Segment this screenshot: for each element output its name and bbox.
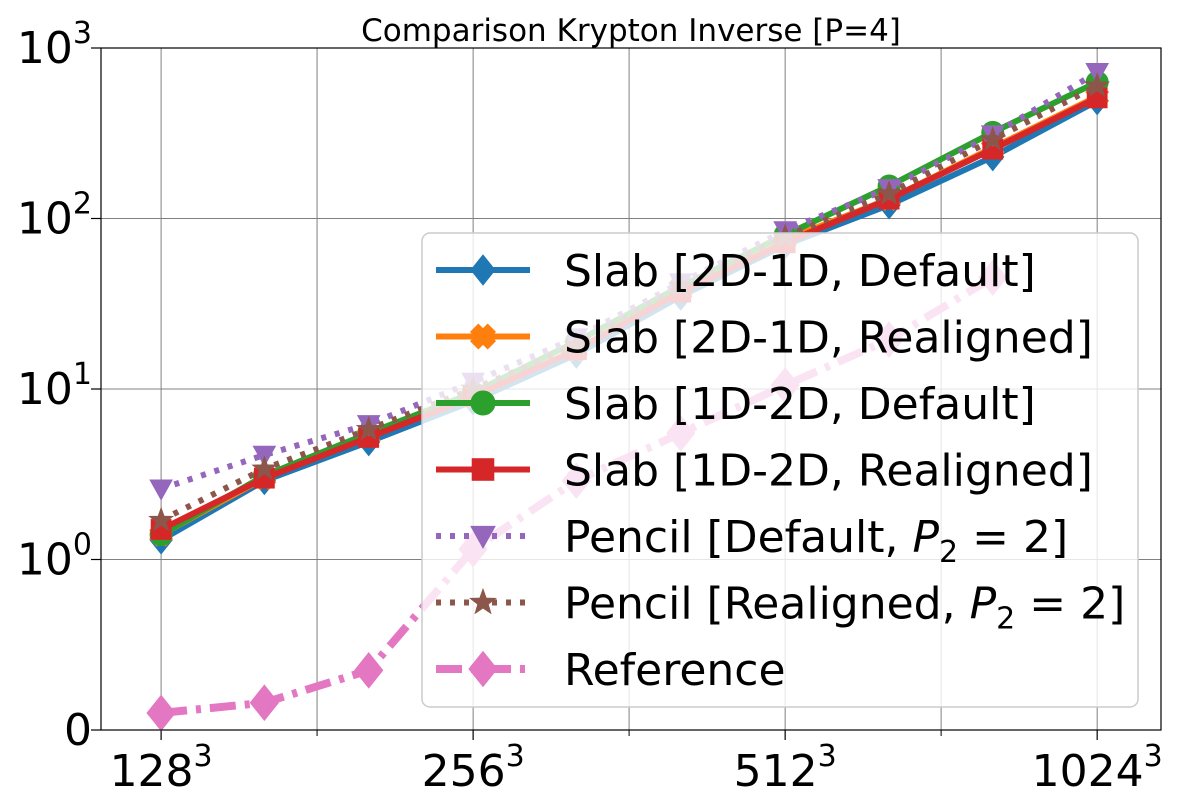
y-tick-label-base: 0 [64, 705, 92, 756]
y-tick-label: 0 [64, 705, 92, 756]
data-point [1084, 72, 1111, 97]
legend-marker [470, 254, 496, 286]
y-tick-label: 100 [17, 528, 92, 586]
legend-label-subscript: 2 [996, 602, 1015, 637]
y-tick-label-exponent: 0 [73, 528, 92, 563]
legend-marker [470, 525, 496, 550]
y-tick-label-exponent: 1 [73, 357, 92, 392]
x-tick-label-exponent: 3 [194, 739, 213, 774]
legend-label: Pencil [Realigned, P2 = 2] [564, 579, 1125, 637]
data-point [355, 415, 382, 441]
legend-item: Slab [1D-2D, Realigned] [436, 446, 1093, 497]
legend-label-tail: = 2] [1015, 579, 1125, 630]
x-axis-ticks: 1283 2563 5123 10243 [110, 730, 1163, 797]
x-tick-label-base: 512 [734, 746, 818, 797]
x-tick-label-base: 128 [110, 746, 194, 797]
x-tick-label-base: 256 [422, 746, 506, 797]
legend-item: Slab [2D-1D, Realigned] [436, 313, 1093, 364]
y-tick-label: 103 [17, 16, 92, 74]
legend-label-text: Pencil [Default, [564, 512, 912, 563]
legend-marker [469, 323, 497, 350]
y-tick-label-exponent: 2 [73, 187, 92, 222]
legend-item: Pencil [Default, P2 = 2] [436, 512, 1068, 570]
x-tick-label: 1283 [110, 739, 213, 797]
data-point [149, 479, 173, 501]
legend-marker [469, 587, 497, 615]
legend-item: Slab [1D-2D, Default] [436, 379, 1036, 430]
y-tick-label-exponent: 3 [73, 16, 92, 51]
legend-label: Reference [564, 645, 786, 696]
data-point [979, 126, 1006, 151]
data-point [876, 180, 903, 205]
legend-marker [470, 390, 496, 416]
legend-label-text: Pencil [Realigned, [564, 579, 970, 630]
x-tick-label-base: 1024 [1032, 746, 1144, 797]
legend-box [421, 232, 1139, 708]
y-tick-label-base: 10 [17, 364, 73, 415]
data-point [146, 694, 176, 732]
legend-label: Slab [2D-1D, Default] [564, 246, 1036, 297]
axes-frame [100, 47, 1162, 731]
legend-item: Pencil [Realigned, P2 = 2] [436, 579, 1125, 637]
x-tick-label-exponent: 3 [1144, 739, 1163, 774]
legend-marker [471, 458, 495, 481]
legend-label: Slab [1D-2D, Realigned] [564, 446, 1093, 497]
y-tick-label: 101 [17, 357, 92, 415]
legend-label: Pencil [Default, P2 = 2] [564, 512, 1068, 570]
series-5 [148, 72, 1111, 532]
legend-label-variable: P [912, 512, 939, 563]
x-tick-label: 5123 [734, 739, 837, 797]
legend-item: Reference [436, 645, 786, 696]
x-tick-label-exponent: 3 [506, 739, 525, 774]
data-point [354, 652, 384, 689]
legend-label: Slab [1D-2D, Default] [564, 379, 1036, 430]
legend-label: Slab [2D-1D, Realigned] [564, 313, 1093, 364]
legend-marker [468, 650, 498, 688]
y-tick-label: 102 [17, 187, 92, 245]
y-tick-label-base: 10 [17, 194, 73, 245]
y-tick-label-base: 10 [17, 23, 73, 74]
data-point [251, 455, 278, 480]
data-point [148, 506, 175, 532]
x-tick-label-exponent: 3 [818, 739, 837, 774]
legend: Slab [2D-1D, Default] Slab [2D-1D, Realig… [421, 232, 1139, 708]
data-point [249, 684, 280, 722]
legend-label-subscript: 2 [939, 535, 958, 570]
y-tick-label-base: 10 [17, 535, 73, 586]
chart-title: Comparison Krypton Inverse [P=4] [361, 13, 901, 49]
x-tick-label: 2563 [422, 739, 525, 797]
legend-label-variable: P [970, 579, 997, 630]
x-tick-label: 10243 [1032, 739, 1163, 797]
legend-label-tail: = 2] [958, 512, 1068, 563]
series-line [159, 83, 1099, 523]
legend-item: Slab [2D-1D, Default] [436, 246, 1036, 297]
